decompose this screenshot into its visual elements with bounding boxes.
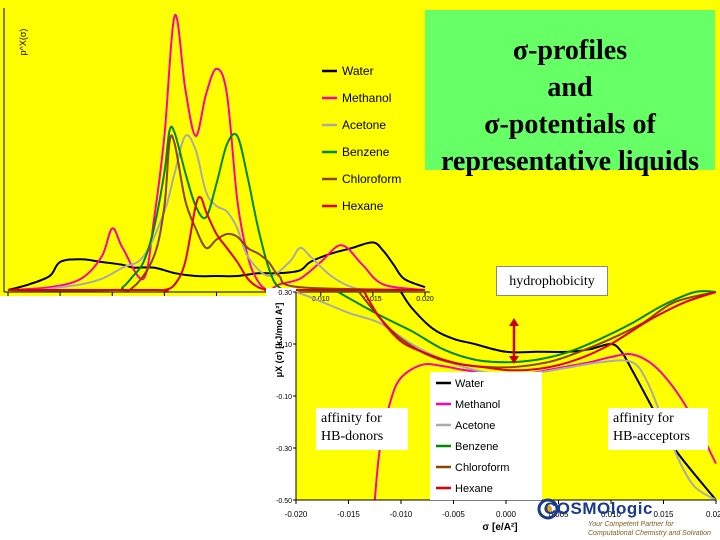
potential-x-tick-label: -0.020 (285, 510, 308, 519)
profile-legend-label: Hexane (342, 199, 384, 213)
potential-y-tick-label: 0.10 (278, 342, 292, 349)
profile-x-tick-label: 0.015 (364, 296, 382, 303)
cosmologic-logo: COSMOlogic Your Competent Partner for Co… (537, 497, 720, 540)
title-line-3: σ-potentials of (484, 109, 656, 140)
potential-series-benzene (337, 290, 717, 364)
potential-y-axis-label: μX (σ) [kJ/mol A²] (274, 303, 284, 378)
hb-donors-note: affinity for HB-donors (316, 408, 408, 450)
hb-acceptors-note: affinity for HB-acceptors (608, 408, 708, 450)
hb-acceptors-line-1: affinity for (613, 411, 674, 426)
potential-y-tick-label: -0.10 (276, 394, 292, 401)
potential-y-axis-band (266, 288, 296, 540)
sigma-potential-plot: -0.50 -0.30 -0.10 0.10 0.30 -0.020 -0.015 -0.01… (0, 288, 720, 540)
hydrophobicity-arrow (509, 318, 519, 364)
logo-swirl-icon (537, 498, 559, 520)
potential-x-tick-label: -0.005 (442, 510, 465, 519)
logo-tagline: Your Competent Partner for Computational… (588, 520, 720, 538)
hb-donors-line-2: HB-donors (321, 429, 384, 444)
hb-donors-line-1: affinity for (321, 411, 382, 426)
hb-acceptors-line-2: HB-acceptors (613, 429, 690, 444)
potential-x-tick-label: -0.015 (337, 510, 360, 519)
logo-name: COSMOlogic (544, 499, 653, 518)
potential-legend-label: Chloroform (455, 462, 509, 474)
title-line-1: σ-profiles (512, 35, 628, 66)
potential-legend-label: Water (455, 378, 484, 390)
potential-legend-box (430, 372, 542, 500)
potential-legend-label: Hexane (455, 483, 493, 495)
profile-series-methanol (7, 14, 426, 292)
profile-x-tick-label: 0.020 (416, 296, 434, 303)
potential-x-tick-label: 0.000 (496, 510, 517, 519)
potential-legend-label: Benzene (455, 441, 498, 453)
potential-y-tick-label: -0.30 (276, 446, 292, 453)
potential-series-hexane (363, 291, 717, 372)
potential-x-tick-label: 0.005 (548, 510, 569, 519)
potential-y-tick-label: 0.30 (278, 290, 292, 297)
logo-tagline-1: Your Competent Partner for (588, 521, 674, 528)
hydrophobicity-label: hydrophobicity (496, 266, 608, 296)
profile-legend-label: Acetone (342, 118, 386, 132)
arrow-head-down (509, 356, 519, 364)
potential-x-tick-label: -0.010 (390, 510, 413, 519)
lower-left-panel (0, 296, 280, 540)
profile-y-axis-label: p^X(σ) (18, 29, 28, 56)
potential-legend-label: Acetone (455, 420, 495, 432)
title-box: σ-profiles and σ-potentials of represent… (425, 10, 715, 177)
potential-x-tick-label: 0.010 (601, 510, 622, 519)
profile-series-chloroform (7, 134, 426, 292)
profile-legend-label: Methanol (342, 91, 391, 105)
potential-x-tick-label: 0.020 (706, 510, 720, 519)
potential-x-axis-label: σ [e/A²] (482, 522, 517, 533)
potential-y-tick-label: -0.50 (276, 498, 292, 505)
title-line-4: representative liquids (441, 146, 699, 177)
arrow-head-up (509, 318, 519, 326)
potential-x-tick-label: 0.015 (653, 510, 674, 519)
potential-x-axis-band (266, 500, 720, 540)
potential-legend-label: Methanol (455, 399, 500, 411)
profile-x-tick-label: 0.010 (312, 296, 330, 303)
profile-legend-label: Benzene (342, 145, 390, 159)
logo-tagline-2: Computational Chemistry and Solvation (588, 530, 711, 537)
title-line-2: and (547, 72, 593, 103)
profile-series-water (7, 241, 426, 291)
profile-legend-label: Water (342, 64, 374, 78)
profile-legend-label: Chloroform (342, 172, 401, 186)
